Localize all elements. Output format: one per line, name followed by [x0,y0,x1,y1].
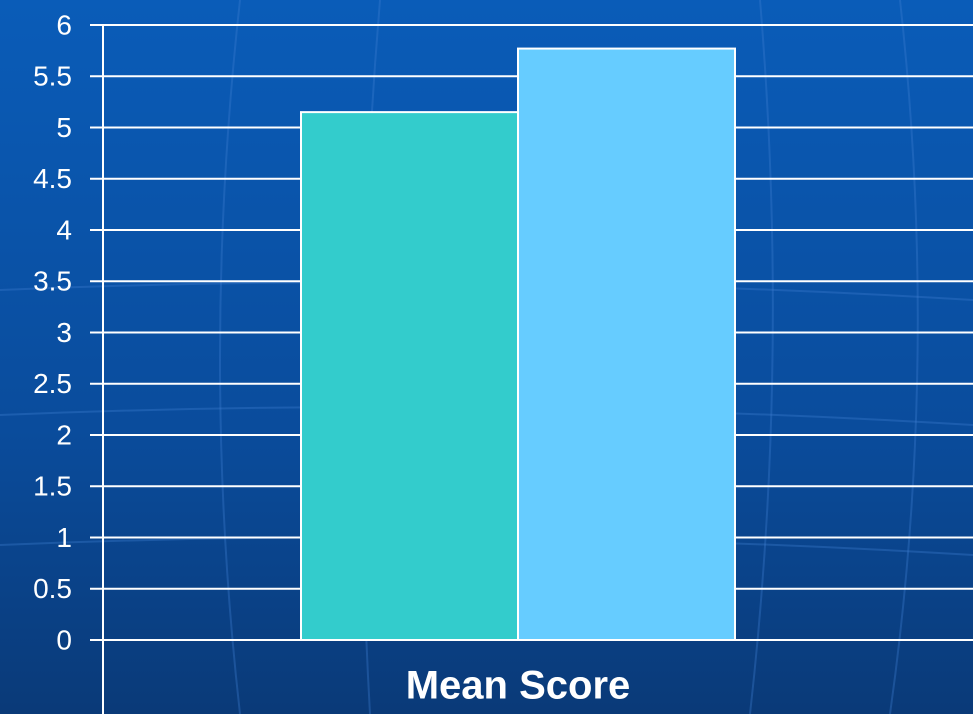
y-tick-label: 4 [56,214,72,245]
y-tick-label: 3 [56,317,72,348]
y-tick-label: 3.5 [33,266,72,297]
bar [300,111,519,641]
bar [517,47,736,641]
y-tick-label: 1.5 [33,471,72,502]
y-tick-label: 2.5 [33,368,72,399]
y-tick-label: 4.5 [33,163,72,194]
y-tick-label: 5.5 [33,61,72,92]
x-tick-label: Mean Score [406,664,631,708]
y-tick-label: 1 [56,522,72,553]
y-tick-label: 2 [56,419,72,450]
y-tick-label: 0.5 [33,573,72,604]
y-tick-label: 5 [56,112,72,143]
y-tick-label: 6 [56,9,72,40]
y-tick-label: 0 [56,624,72,655]
